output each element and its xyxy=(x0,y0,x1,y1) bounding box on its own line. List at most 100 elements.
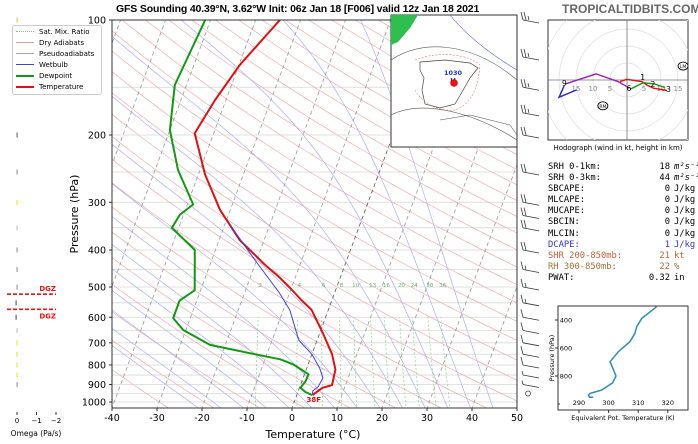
legend-label: Temperature xyxy=(39,82,84,91)
x-tick-label: 50 xyxy=(511,413,523,424)
theta-e-ytick-label: 800 xyxy=(560,373,572,381)
dry-adiabat-line xyxy=(112,136,517,381)
stat-label: PWAT: xyxy=(548,272,575,283)
stat-row: SRH 0-3km: 44 m²s⁻² xyxy=(548,173,698,184)
wind-barb-half xyxy=(524,265,527,270)
dry-adiabat-line xyxy=(112,113,517,361)
calm-wind-circle xyxy=(525,390,531,397)
omega-bar xyxy=(16,17,18,23)
hodograph-ring-label: 15 xyxy=(674,85,683,93)
legend-label: Dewpoint xyxy=(39,71,73,80)
wind-barb-flag xyxy=(520,48,524,58)
wind-barb-staff xyxy=(522,384,540,388)
mixing-ratio-label: 20 xyxy=(398,283,405,289)
omega-bar xyxy=(16,372,18,378)
pseudoadiabat-line xyxy=(112,327,222,408)
dry-adiabat-line xyxy=(121,20,517,268)
dry-adiabat-line xyxy=(191,20,517,217)
mixing-ratio-label: 4 xyxy=(298,283,302,289)
theta-e-xtick-label: 290 xyxy=(573,399,585,407)
theta-e-xtick-label: 310 xyxy=(632,399,644,407)
dry-adiabat-line xyxy=(112,182,488,408)
mixing-ratio-line xyxy=(296,317,298,408)
legend-item: Sat. Mix. Ratio xyxy=(13,26,101,37)
y-tick-label: 1000 xyxy=(82,398,106,409)
theta-e-xlabel: Equivalent Pot. Temperature (K) xyxy=(571,414,674,422)
legend: Sat. Mix. Ratio Dry Adiabats Pseudoadiabat… xyxy=(12,25,102,95)
wind-barb-half xyxy=(524,282,527,288)
legend-swatch xyxy=(16,85,34,88)
hodograph-ring-label: 5 xyxy=(642,85,646,93)
wind-barb-flag xyxy=(520,309,524,318)
mixing-ratio-line xyxy=(427,317,437,408)
theta-e-panel: Equivalent Pot. Temperature (K) Pressure… xyxy=(548,305,689,422)
hodograph-height-label: 1 xyxy=(640,73,645,82)
wind-barb-flag xyxy=(523,48,527,58)
dry-adiabat-line xyxy=(238,20,517,186)
hodograph-segment xyxy=(629,81,666,90)
mixing-ratio-label: 6 xyxy=(322,283,326,289)
wind-barb-staff xyxy=(522,353,540,358)
mixing-ratio-label: 8 xyxy=(340,283,344,289)
pseudoadiabat-line xyxy=(282,20,471,408)
wind-barb-half xyxy=(524,298,527,303)
wind-barb-flag xyxy=(520,194,524,203)
wind-barb-flag xyxy=(520,322,524,331)
stat-row: MLCIN: 0 J/kg xyxy=(548,229,698,240)
wind-barb-staff xyxy=(522,302,540,307)
storm-motion-label: LM xyxy=(680,64,687,70)
stat-row: SHR 200-850mb: 21 kt xyxy=(548,251,698,262)
legend-swatch xyxy=(16,42,34,43)
stat-row: SBCAPE: 0 J/kg xyxy=(548,184,698,195)
stat-unit: kt xyxy=(674,250,685,261)
legend-item: Temperature xyxy=(13,81,101,92)
y-tick-label: 800 xyxy=(88,360,106,371)
wind-barb-staff xyxy=(522,86,540,91)
x-tick-label: 30 xyxy=(421,413,433,424)
stat-value: 21 xyxy=(659,250,670,261)
wind-barb-flag xyxy=(520,104,524,113)
hodograph-segment xyxy=(557,85,577,99)
legend-item: Dewpoint xyxy=(13,70,101,81)
x-tick-label: 10 xyxy=(331,413,343,424)
legend-swatch xyxy=(16,74,34,77)
wind-barb-half xyxy=(527,52,530,58)
mixing-ratio-line xyxy=(321,317,324,408)
omega-bar xyxy=(15,314,17,320)
x-tick-label: -10 xyxy=(239,413,255,424)
omega-bar xyxy=(16,382,18,388)
mixing-ratio-label: 30 xyxy=(426,283,433,289)
stat-row: PWAT: 0.32 in xyxy=(548,273,698,284)
mixing-ratio-line xyxy=(255,317,259,408)
wind-barb-flag xyxy=(523,79,527,88)
wind-barb-flag xyxy=(523,207,527,216)
stat-unit: J/kg xyxy=(674,184,696,195)
dry-adiabat-line xyxy=(112,30,517,286)
pseudoadiabat-line xyxy=(112,289,267,408)
stat-label: SRH 0-1km: xyxy=(548,162,601,172)
map-inset: 1030 H xyxy=(390,14,518,148)
temperature-trace xyxy=(193,20,337,396)
site-watermark: TROPICALTIDBITS.COM xyxy=(562,2,698,16)
omega-axis-label: Omega (Pa/s) xyxy=(11,429,62,438)
pseudoadiabat-line xyxy=(180,20,449,408)
wind-barb-flag xyxy=(520,79,524,88)
wind-barb-flag xyxy=(520,294,524,303)
omega-bar xyxy=(16,225,18,231)
legend-label: Pseudoadiabats xyxy=(39,49,95,58)
stat-value: 0 xyxy=(664,217,670,228)
wind-barb-flag xyxy=(523,194,527,203)
y-axis-label: Pressure (hPa) xyxy=(68,175,81,254)
iberia-coastline xyxy=(419,59,479,109)
wind-barb-staff xyxy=(522,374,540,379)
x-tick-label: -30 xyxy=(149,413,165,424)
dgz-label: DGZ xyxy=(39,312,56,320)
hodograph-caption: Hodograph (wind in kt, height in km) xyxy=(553,144,682,152)
stat-row: MLCAPE: 0 J/kg xyxy=(548,195,698,206)
omega-bar xyxy=(16,362,18,368)
dry-adiabat-line xyxy=(112,158,517,402)
x-tick-label: 40 xyxy=(466,413,478,424)
legend-label: Wetbulb xyxy=(39,60,68,69)
